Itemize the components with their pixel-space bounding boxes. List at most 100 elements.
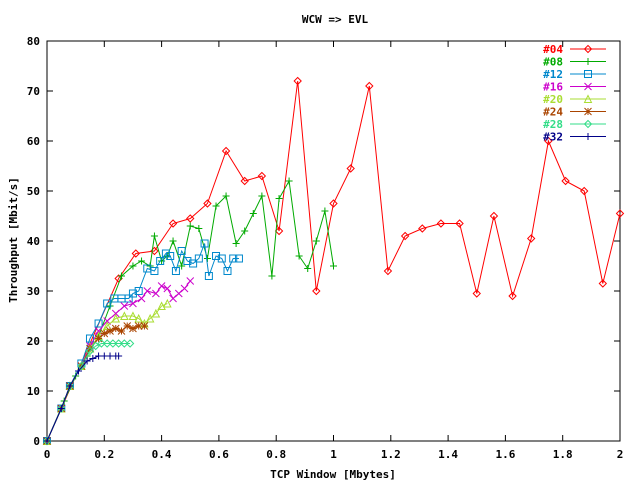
data-point [145,313,155,323]
data-point [330,262,337,270]
data-point [168,219,178,228]
data-point [189,259,198,268]
data-point [129,324,137,333]
data-point [304,265,312,272]
series-4 [42,298,172,445]
legend-marker [584,58,592,65]
x-tick-label: 0.8 [266,448,286,461]
series-2 [43,239,243,445]
legend-label: #28 [543,118,563,131]
legend-marker [583,119,593,129]
data-point [166,252,175,260]
y-tick-label: 70 [27,85,40,98]
data-point [194,254,203,263]
data-point [312,237,320,245]
data-point [217,254,226,263]
series-line [46,303,168,442]
x-tick-label: 1.8 [553,448,573,461]
y-axis: 0 10 20 30 40 50 60 70 80 [27,35,620,448]
plot-frame [46,40,621,442]
data-point [120,339,129,348]
data-point [203,255,211,262]
data-point [125,339,135,348]
data-point [129,299,137,308]
data-point [150,267,159,275]
y-tick-label: 80 [27,35,40,48]
data-point [329,199,338,208]
series-line [46,280,191,442]
legend-marker [583,44,593,54]
series-5 [43,322,149,445]
x-axis-title: TCP Window [Mbytes] [270,468,396,480]
data-point [418,224,427,233]
data-point [240,176,249,186]
data-point [66,382,74,390]
x-tick-label: 1.6 [495,448,515,461]
data-point [75,367,83,375]
data-point [111,313,121,323]
data-point [134,313,143,323]
legend-label: #20 [543,93,563,106]
data-point [268,272,276,280]
legend-label: #12 [543,68,563,81]
data-point [103,299,112,308]
data-point [455,219,464,228]
data-point [150,232,158,240]
data-point [200,239,209,248]
data-point [152,289,160,298]
x-axis: 0 0.2 0.4 0.6 0.8 1 1.2 1.4 1.6 1.8 2 [44,41,623,461]
data-point [169,237,177,245]
data-point [365,81,374,91]
data-point [143,287,152,295]
data-point [137,294,146,303]
data-point [169,294,177,303]
data-point [128,311,138,320]
x-tick-label: 0.4 [152,448,172,461]
data-point [43,437,51,445]
series-7 [43,352,123,445]
data-point [100,329,109,338]
legend: #04#08#12#16#20#24#28#32 [543,43,606,144]
data-point [186,277,195,285]
data-point [312,286,321,296]
data-point [124,294,133,303]
data-point [102,339,112,348]
data-point [128,289,137,298]
data-point [157,301,166,310]
data-point [221,146,231,156]
series-3 [43,277,195,445]
data-point [131,249,141,258]
data-point [156,257,165,265]
data-point [111,309,120,318]
data-point [508,291,517,301]
data-point [140,322,149,330]
data-point [174,289,183,298]
data-point [579,186,589,196]
x-tick-label: 0.6 [209,448,229,461]
series-line [46,179,334,442]
y-tick-label: 40 [27,235,40,248]
x-tick-label: 1 [330,448,337,461]
legend-marker [584,133,592,140]
data-point [114,339,123,348]
data-point [151,308,161,318]
legend-label: #24 [543,106,563,119]
data-point [123,322,132,330]
x-tick-label: 1.2 [381,448,401,461]
data-point [293,76,302,86]
data-point [89,355,97,362]
data-point [489,211,499,221]
data-point [183,257,192,265]
data-point [157,282,166,290]
plot-border [46,40,621,442]
series-layer [42,76,625,446]
data-point [186,222,194,230]
data-point [285,177,293,185]
legend-marker [584,107,592,116]
data-point [234,254,243,263]
data-point [108,339,118,348]
data-point [223,267,232,275]
data-point [120,302,129,310]
data-point [212,252,221,260]
